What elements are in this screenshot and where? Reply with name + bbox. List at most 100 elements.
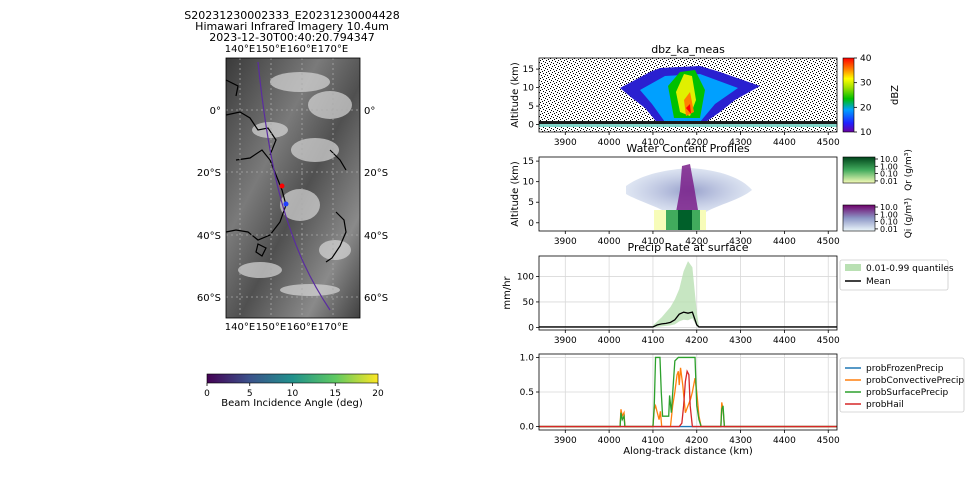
x-tick-label: 4500 [817,436,840,446]
colorbar-tick-label: 10 [860,128,872,138]
legend-label: probSurfacePrecip [866,388,948,398]
probability-xlabel: Along-track distance (km) [623,446,753,457]
lat-label: 60°S [364,293,388,304]
precip-rate-axes: 3900 4000 4100 4200 4300 4400 4500 0 50 100 [517,272,840,346]
y-tick-label: 0 [528,121,534,131]
x-tick-label: 4200 [685,436,708,446]
track-start-marker [279,183,285,189]
precip-rate-series [539,261,837,328]
x-tick-label: 3900 [554,436,577,446]
lat-label: 40°S [364,231,388,242]
x-tick-label: 3900 [554,237,577,247]
x-tick-label: 4500 [817,237,840,247]
lat-label: 0° [364,106,375,117]
map-title-line3: 2023-12-30T00:40:20.794347 [209,31,375,44]
qi-colorbar-ticks: 10.01.000.100.01 [875,203,898,234]
x-tick-label: 4400 [773,237,796,247]
y-tick-label: 5 [528,102,534,112]
x-tick-label: 4200 [685,237,708,247]
water-content-ylabel: Altitude (km) [510,161,521,227]
colorbar-tick-label: 0.01 [880,225,898,234]
beam-angle-colorbar-label: Beam Incidence Angle (deg) [221,398,363,409]
lon-label: 150°E [256,322,286,333]
y-tick-label: 0.0 [520,423,535,433]
qi-colorbar-label: Qi (g/m³) [904,198,914,239]
x-tick-label: 4100 [641,436,664,446]
colorbar-tick-label: 0.01 [880,177,898,186]
x-tick-label: 3900 [554,336,577,346]
track-end-marker [283,201,289,207]
dbz-colorbar-label: dBZ [890,85,901,105]
probability-series [539,356,837,428]
probability-panel: 3900 4000 4100 4200 4300 4400 4500 0.0 0.5 1.0 Al… [520,353,965,457]
x-tick-label: 3900 [554,138,577,148]
dbz-colorbar [842,57,855,133]
legend-label-mean: Mean [866,277,891,287]
lon-label: 170°E [318,322,348,333]
x-tick-label: 4000 [598,237,621,247]
legend-swatch-quantiles [845,264,861,271]
qr-colorbar-label: Qr (g/m³) [904,149,914,191]
radar-panel-title: dbz_ka_meas [651,43,725,56]
x-tick-label: 4100 [641,138,664,148]
map-lat-labels-right: 0° 20°S 40°S 60°S [364,106,388,304]
map-gridlines [226,58,360,318]
colorbar-tick-label: 0.10 [880,170,898,179]
map-lat-labels-left: 0° 20°S 40°S 60°S [197,106,221,304]
lon-label: 170°E [318,44,348,55]
x-tick-label: 4400 [773,436,796,446]
y-tick-label: 0 [528,219,534,229]
legend-box [839,357,965,413]
x-tick-label: 4300 [729,436,752,446]
colorbar-tick-label: 15 [330,389,341,399]
colorbar-tick-label: 1.00 [880,210,898,219]
x-tick-label: 4300 [729,336,752,346]
x-tick-label: 4000 [598,436,621,446]
radar-echo [620,66,760,126]
surface-clutter [539,121,837,124]
lon-label: 160°E [287,322,317,333]
x-tick-label: 4500 [817,336,840,346]
cloud-features [238,72,352,296]
radar-panel-frame [538,57,838,133]
colorbar-tick-label: 10.0 [880,203,898,212]
qr-colorbar-ticks: 10.01.000.100.01 [875,155,898,186]
lon-label: 160°E [287,44,317,55]
lon-label: 140°E [225,322,255,333]
colorbar-tick-label: 40 [860,54,872,64]
legend-label: probHail [866,400,904,410]
lat-label: 60°S [197,293,221,304]
precip-rate-frame [538,255,838,331]
y-tick-label: 15 [523,157,534,167]
lon-label: 140°E [225,44,255,55]
lat-label: 20°S [197,168,221,179]
radar-reflectivity-panel: dbz_ka_meas 3900 4000 4100 4200 4300 4400 4500… [510,43,901,148]
precip-rate-title: Precip Rate at surface [628,241,749,254]
colorbar-tick-label: 0 [204,389,210,399]
ice-water-core [676,164,698,212]
colorbar-tick-label: 1.00 [880,162,898,171]
map-title-line1: S20231230002333_E20231230004428 [184,9,399,22]
map-lon-labels-bottom: 140°E 150°E 160°E 170°E [225,322,348,333]
x-tick-label: 4200 [685,138,708,148]
beam-angle-colorbar-ticks: 0 5 10 15 20 [204,383,384,399]
satellite-track [257,61,331,311]
probability-axes: 3900 4000 4100 4200 4300 4400 4500 0.0 0.5 1.0 [520,353,840,446]
y-tick-label: 10 [523,84,535,94]
lon-label: 150°E [256,44,286,55]
rain-water-max [678,210,692,230]
y-tick-label: 0.5 [520,388,534,398]
water-content-panel: Water Content Profiles 3900 4000 4100 4200 4… [510,142,914,247]
colorbar-tick-label: 0.10 [880,218,898,227]
x-tick-label: 4200 [685,336,708,346]
legend-box [839,259,949,291]
colorbar-tick-label: 10 [287,389,299,399]
colorbar-tick-label: 20 [860,103,872,113]
radar-panel-axes: 3900 4000 4100 4200 4300 4400 4500 0 5 10 15 [523,65,840,148]
x-tick-label: 4000 [598,336,621,346]
probability-legend: probFrozenPrecip probConvectivePrecip prob… [839,357,965,413]
y-tick-label: 15 [523,65,534,75]
water-content-title: Water Content Profiles [626,142,749,155]
lat-label: 0° [210,106,221,117]
